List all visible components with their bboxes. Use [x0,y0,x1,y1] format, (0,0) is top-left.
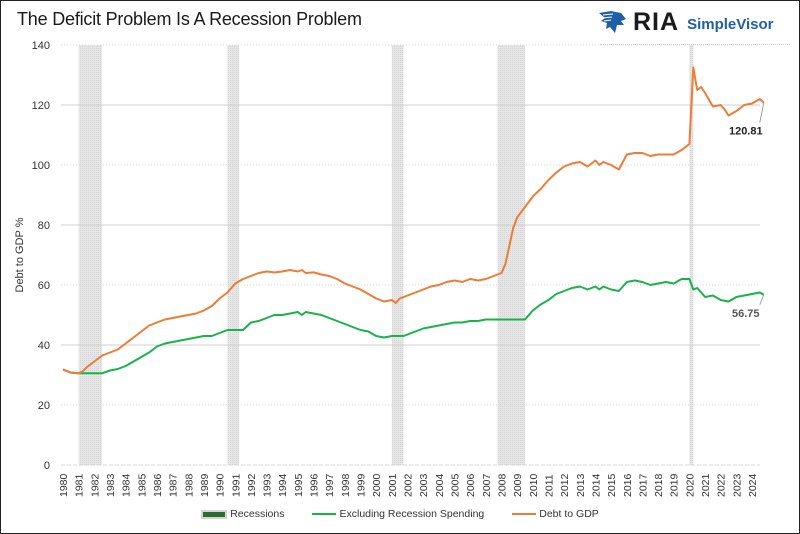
x-tick-label: 1997 [324,473,336,497]
brand-logo: RIA SimpleVisor [597,8,774,36]
x-tick-label: 2012 [559,473,571,497]
y-tick-label: 0 [44,460,50,472]
x-axis-ticks: 1980 1981 1982 1983 1984 1985 1986 1987 1988 1989… [58,473,759,497]
x-tick-label: 1988 [183,473,195,497]
x-tick-label: 1990 [215,473,227,497]
x-tick-label: 1982 [89,473,101,497]
x-tick-label: 2013 [575,473,587,497]
y-axis-label: Debt to GDP % [14,217,26,292]
eagle-logo-icon [599,11,626,33]
annotation-leader [759,102,765,123]
x-tick-label: 2017 [637,473,649,497]
x-tick-label: 2006 [465,473,477,497]
legend-item-excluding: Excluding Recession Spending [312,508,484,520]
annotation-leader [759,294,765,305]
x-tick-label: 2024 [747,473,759,497]
legend-swatch-recessions [201,509,228,519]
x-tick-label: 1995 [293,473,305,497]
series-lines [62,66,765,375]
y-axis-ticks: 0 20 40 60 80 100 120 140 [32,40,50,472]
x-tick-label: 1980 [58,473,70,497]
y-tick-label: 80 [38,220,50,232]
x-tick-label: 2010 [528,473,540,497]
y-tick-label: 100 [32,160,50,172]
x-tick-label: 1993 [262,473,274,497]
annotation-label: 56.75 [732,308,760,320]
recession-band [689,45,694,465]
x-tick-label: 2015 [606,473,618,497]
x-tick-label: 2000 [371,473,383,497]
x-tick-label: 2009 [512,473,524,497]
logo-simplevisor-text: SimpleVisor [687,15,774,33]
x-tick-label: 2002 [403,473,415,497]
x-tick-label: 1996 [309,473,321,497]
legend-swatch-excluding [312,513,337,515]
x-tick-label: 2022 [716,473,728,497]
recession-band [227,45,240,465]
legend-item-debt: Debt to GDP [512,508,599,520]
y-tick-label: 60 [38,280,50,292]
y-tick-label: 20 [38,400,50,412]
chart-title: The Deficit Problem Is A Recession Probl… [17,9,362,29]
x-tick-label: 1999 [356,473,368,497]
x-tick-label: 1983 [105,473,117,497]
x-tick-label: 2011 [543,474,555,497]
legend-item-recessions: Recessions [201,508,284,520]
annotation-label: 120.81 [729,126,763,138]
x-tick-label: 2018 [653,473,665,497]
x-tick-label: 2023 [731,473,743,497]
x-tick-label: 2008 [496,473,508,497]
chart-legend: Recessions Excluding Recession Spending … [0,508,800,520]
x-tick-label: 2005 [450,473,462,497]
recession-band [78,45,103,465]
x-tick-label: 2014 [590,473,602,497]
x-tick-label: 1992 [246,473,258,497]
x-tick-label: 1985 [136,473,148,497]
x-tick-label: 2003 [418,473,430,497]
x-tick-label: 1991 [230,473,242,497]
x-tick-label: 1994 [277,473,289,497]
recession-bands [78,45,694,465]
x-tick-label: 1987 [168,473,180,497]
x-tick-label: 1981 [74,473,86,497]
y-tick-label: 120 [32,100,50,112]
x-tick-label: 2001 [387,473,399,497]
y-tick-label: 140 [32,40,50,52]
x-tick-label: 1986 [152,473,164,497]
legend-swatch-debt [512,513,537,515]
legend-label-excluding: Excluding Recession Spending [339,508,485,520]
gridlines [61,44,760,466]
legend-label-recessions: Recessions [230,508,285,520]
recession-band [391,45,404,465]
debt-to-gdp-line [62,66,765,375]
recession-band [497,45,525,465]
x-tick-label: 2016 [622,473,634,497]
x-tick-label: 2020 [684,473,696,497]
x-tick-label: 1984 [121,473,133,497]
y-tick-label: 40 [38,340,50,352]
x-tick-label: 1989 [199,473,211,497]
logo-ria-text: RIA [633,7,680,36]
x-tick-label: 2007 [481,473,493,497]
excluding-recession-line [62,278,765,375]
x-tick-label: 2004 [434,473,446,497]
annotations: 120.81 56.75 [729,102,765,320]
x-tick-label: 2021 [700,473,712,497]
x-tick-label: 1998 [340,473,352,497]
x-tick-label: 2019 [669,473,681,497]
legend-label-debt: Debt to GDP [539,508,599,520]
